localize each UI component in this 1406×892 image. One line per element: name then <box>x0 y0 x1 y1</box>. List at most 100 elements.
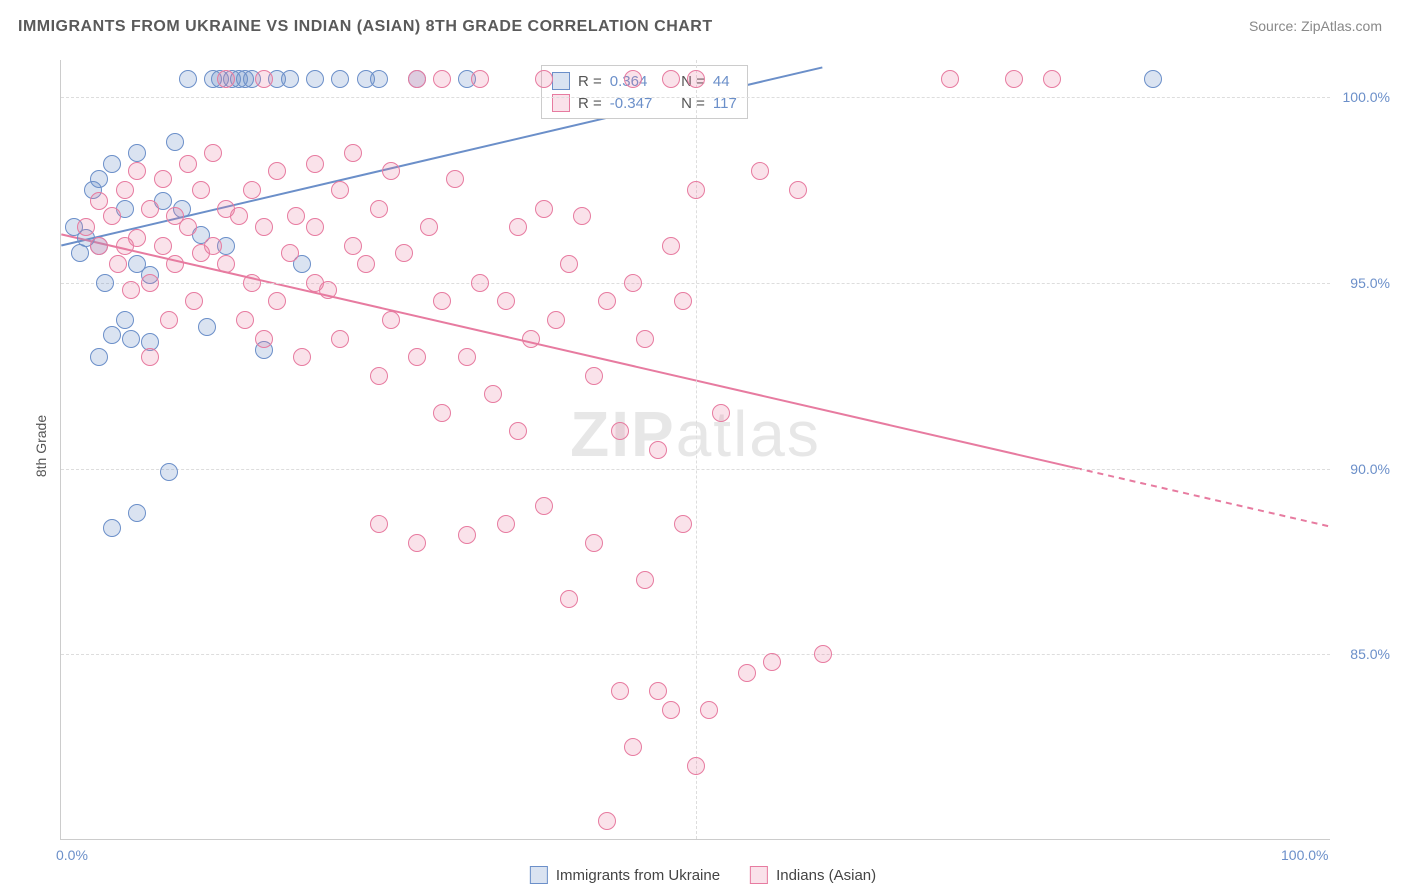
scatter-point <box>281 70 299 88</box>
scatter-point <box>268 292 286 310</box>
scatter-point <box>446 170 464 188</box>
scatter-point <box>624 70 642 88</box>
scatter-point <box>382 162 400 180</box>
scatter-point <box>598 812 616 830</box>
scatter-point <box>166 255 184 273</box>
scatter-point <box>116 181 134 199</box>
scatter-point <box>382 311 400 329</box>
scatter-point <box>611 682 629 700</box>
legend-row: R = -0.347 N = 117 <box>552 92 737 114</box>
scatter-point <box>128 504 146 522</box>
scatter-point <box>204 144 222 162</box>
scatter-point <box>255 218 273 236</box>
scatter-point <box>103 207 121 225</box>
scatter-point <box>90 170 108 188</box>
scatter-point <box>230 207 248 225</box>
scatter-point <box>535 200 553 218</box>
scatter-point <box>103 326 121 344</box>
scatter-point <box>128 162 146 180</box>
scatter-point <box>370 70 388 88</box>
scatter-point <box>1043 70 1061 88</box>
scatter-point <box>306 70 324 88</box>
scatter-point <box>458 526 476 544</box>
scatter-point <box>128 144 146 162</box>
scatter-point <box>154 170 172 188</box>
scatter-point <box>185 292 203 310</box>
scatter-point <box>408 534 426 552</box>
scatter-point <box>497 515 515 533</box>
scatter-point <box>611 422 629 440</box>
scatter-point <box>1144 70 1162 88</box>
scatter-point <box>484 385 502 403</box>
legend-swatch <box>750 866 768 884</box>
scatter-point <box>649 441 667 459</box>
scatter-point <box>471 274 489 292</box>
y-tick-label: 85.0% <box>1335 646 1390 662</box>
r-label: R = <box>578 73 602 90</box>
scatter-point <box>166 133 184 151</box>
scatter-point <box>77 218 95 236</box>
scatter-point <box>624 274 642 292</box>
y-tick-label: 100.0% <box>1335 89 1390 105</box>
scatter-point <box>287 207 305 225</box>
scatter-point <box>751 162 769 180</box>
scatter-point <box>90 237 108 255</box>
scatter-point <box>509 218 527 236</box>
scatter-point <box>255 70 273 88</box>
scatter-point <box>370 200 388 218</box>
scatter-point <box>687 181 705 199</box>
scatter-point <box>687 757 705 775</box>
scatter-point <box>217 70 235 88</box>
scatter-point <box>573 207 591 225</box>
x-tick-label: 100.0% <box>1281 847 1328 863</box>
scatter-point <box>560 255 578 273</box>
scatter-point <box>662 237 680 255</box>
scatter-point <box>331 70 349 88</box>
x-tick-label: 0.0% <box>56 847 88 863</box>
legend-label: Immigrants from Ukraine <box>556 867 720 884</box>
chart-title: IMMIGRANTS FROM UKRAINE VS INDIAN (ASIAN… <box>18 18 713 36</box>
scatter-point <box>433 292 451 310</box>
trend-line-dashed <box>1076 468 1330 526</box>
scatter-point <box>662 70 680 88</box>
scatter-point <box>598 292 616 310</box>
scatter-point <box>96 274 114 292</box>
scatter-point <box>408 70 426 88</box>
scatter-point <box>522 330 540 348</box>
scatter-point <box>141 274 159 292</box>
scatter-point <box>636 571 654 589</box>
scatter-point <box>90 192 108 210</box>
scatter-point <box>535 70 553 88</box>
scatter-point <box>662 701 680 719</box>
scatter-point <box>674 515 692 533</box>
legend-item: Immigrants from Ukraine <box>530 866 720 884</box>
scatter-point <box>941 70 959 88</box>
n-value: 44 <box>713 73 730 90</box>
scatter-point <box>763 653 781 671</box>
scatter-point <box>103 155 121 173</box>
scatter-point <box>687 70 705 88</box>
y-tick-label: 90.0% <box>1335 461 1390 477</box>
scatter-point <box>420 218 438 236</box>
scatter-point <box>674 292 692 310</box>
scatter-point <box>408 348 426 366</box>
scatter-point <box>179 70 197 88</box>
scatter-point <box>319 281 337 299</box>
scatter-point <box>814 645 832 663</box>
scatter-point <box>217 255 235 273</box>
scatter-point <box>789 181 807 199</box>
scatter-point <box>331 181 349 199</box>
gridline-vertical <box>696 60 697 839</box>
scatter-point <box>497 292 515 310</box>
scatter-point <box>306 155 324 173</box>
scatter-point <box>370 515 388 533</box>
scatter-point <box>179 155 197 173</box>
scatter-point <box>344 237 362 255</box>
y-axis-label: 8th Grade <box>33 415 49 477</box>
scatter-point <box>738 664 756 682</box>
scatter-point <box>357 255 375 273</box>
scatter-point <box>268 162 286 180</box>
scatter-point <box>179 218 197 236</box>
plot-area: ZIPatlas R = 0.364 N = 44R = -0.347 N = … <box>60 60 1330 840</box>
source-attribution: Source: ZipAtlas.com <box>1249 18 1382 34</box>
